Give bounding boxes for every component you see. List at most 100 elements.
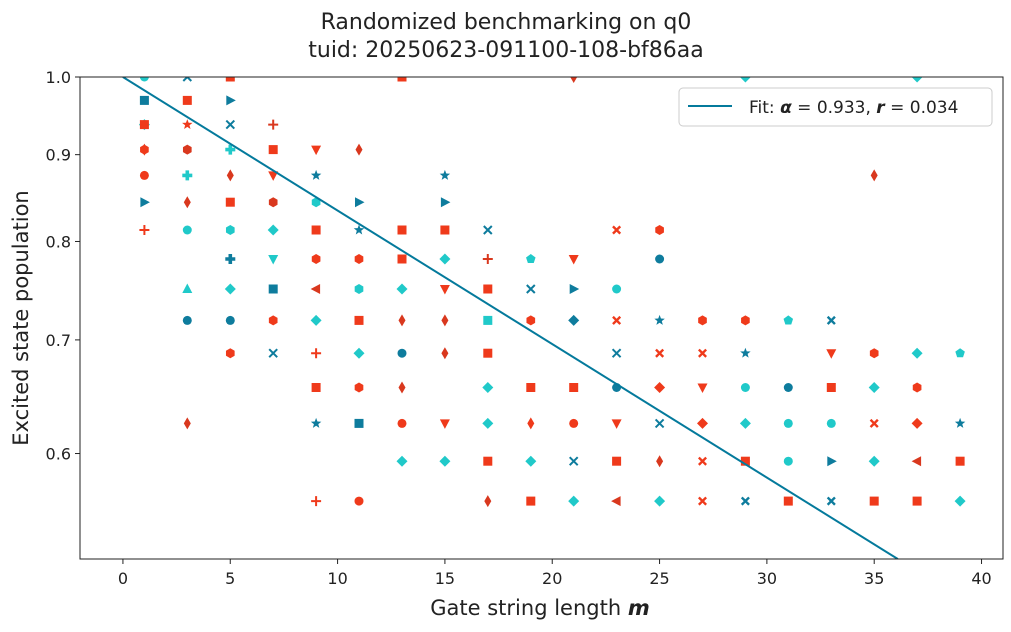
data-point-diamond [525,455,537,467]
data-point-hexagon [182,144,192,155]
y-tick-label: 0.9 [46,146,71,165]
data-point-circle [612,284,622,294]
x-tick-label: 30 [757,569,777,588]
data-point-triangle-right [569,284,580,294]
data-point-pentagon [955,348,965,358]
data-point-diamond [739,417,751,429]
data-point-star [740,347,751,358]
data-point-square [526,383,536,392]
data-point-star [654,314,665,325]
y-axis-ticks: 0.6 0.7 0.8 0.9 1.0 [46,68,80,464]
fit-line-layer [122,77,899,559]
data-point-hexagon [140,144,149,155]
data-point-square [826,383,836,392]
data-point-square [397,254,407,264]
data-point-diamond [439,455,451,467]
data-point-x-filled [612,315,622,325]
data-point-square [483,284,493,294]
data-point-square [955,456,965,466]
plot-frame [79,76,1004,560]
data-point-diamond [568,314,580,326]
data-point-square [912,496,922,506]
data-point-hexagon [354,284,364,294]
data-point-star [310,169,322,180]
data-point-square [569,383,579,392]
data-point-diamond [396,283,408,295]
y-tick-label: 0.8 [46,232,71,251]
data-points [138,77,966,508]
data-point-square [783,496,793,506]
data-point-hexagon [354,254,364,264]
data-point-square [139,95,149,105]
data-point-circle [397,348,407,358]
data-point-circle [139,170,149,180]
data-point-x [526,284,536,294]
data-point-square [182,95,192,105]
data-point-square [483,315,493,325]
data-point-hexagon [741,315,750,326]
data-point-pentagon [783,315,794,325]
data-point-diamond [911,77,923,83]
data-point-triangle-down [611,419,622,429]
data-point-plus [482,254,493,264]
data-point-thin-diamond [183,417,191,430]
data-point-circle [783,383,793,392]
data-point-thin-diamond [656,455,664,468]
data-point-square [440,225,450,235]
data-point-circle [225,315,235,325]
x-tick-label: 15 [435,569,455,588]
data-point-x-filled [698,348,707,358]
data-point-triangle-left [611,496,621,507]
data-point-square [740,456,750,466]
data-point-diamond [654,495,666,507]
data-point-triangle-down [697,383,708,393]
data-point-circle [655,254,665,264]
chart-title: Randomized benchmarking on q0 [321,10,692,35]
data-point-diamond [868,455,880,467]
data-point-triangle-right [827,456,837,467]
data-point-x [225,119,236,130]
x-tick-label: 25 [649,569,669,588]
data-point-circle [354,496,364,506]
data-point-thin-diamond [355,143,363,156]
fit-line [122,77,899,559]
legend: Fit: α = 0.933, r = 0.034 [678,87,993,127]
data-point-x [611,348,622,358]
legend-box [678,87,993,127]
data-point-diamond [482,417,494,429]
data-point-thin-diamond [441,314,449,327]
data-point-triangle-down [439,419,450,429]
data-point-x [182,77,193,82]
legend-label: Fit: α = 0.933, r = 0.034 [749,98,958,118]
data-point-diamond [482,382,494,393]
data-point-diamond [310,314,322,326]
data-point-square [354,418,364,428]
data-point-x-filled [869,418,879,428]
data-point-x-filled [612,225,622,235]
data-point-circle [826,418,836,428]
data-point-thin-diamond [398,314,406,327]
data-point-hexagon [526,315,536,326]
data-point-triangle-right [355,197,365,208]
data-point-square [139,120,149,130]
data-point-diamond [267,224,279,236]
x-tick-label: 0 [118,569,128,588]
data-point-plus-filled [225,254,236,264]
data-point-circle [740,383,750,392]
data-point-thin-diamond [484,495,492,508]
data-point-circle [139,77,149,82]
data-point-triangle-down [311,145,322,156]
data-point-hexagon [268,197,278,208]
data-point-thin-diamond [441,347,449,360]
data-point-square [483,348,493,358]
data-point-square [268,145,278,155]
data-point-diamond [697,417,708,429]
data-point-diamond [353,347,365,359]
data-point-thin-diamond [226,169,234,182]
data-point-hexagon [311,197,321,208]
data-point-square [526,496,536,506]
data-point-x-filled [698,456,707,466]
data-point-star [310,417,322,428]
data-point-triangle-down [568,255,579,265]
data-point-diamond [911,417,923,429]
